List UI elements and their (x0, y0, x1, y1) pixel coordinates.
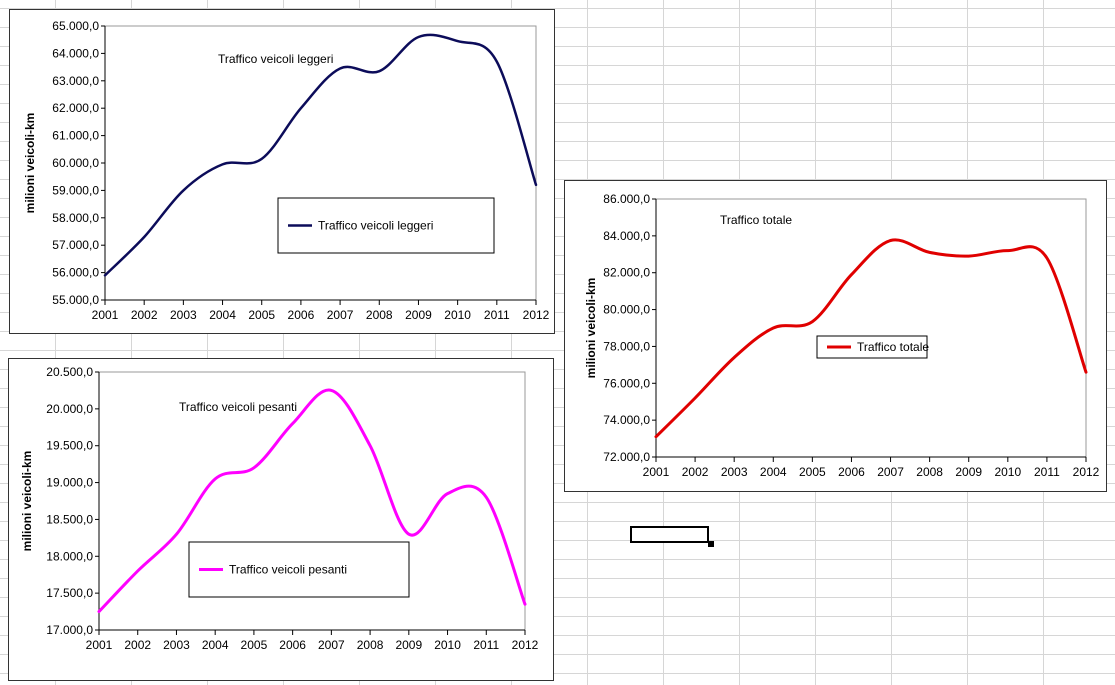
x-tick-label: 2012 (1073, 465, 1100, 479)
y-tick-label: 20.500,0 (46, 365, 93, 379)
x-tick-label: 2003 (721, 465, 748, 479)
chart-title: Traffico veicoli leggeri (218, 52, 333, 66)
legend-label: Traffico veicoli pesanti (229, 563, 347, 577)
y-tick-label: 78.000,0 (603, 339, 650, 353)
x-tick-label: 2005 (241, 638, 268, 652)
y-axis-label: milioni veicoli-km (584, 278, 598, 379)
y-tick-label: 74.000,0 (603, 413, 650, 427)
x-tick-label: 2010 (434, 638, 461, 652)
y-tick-label: 60.000,0 (52, 156, 99, 170)
y-tick-label: 62.000,0 (52, 101, 99, 115)
y-tick-label: 86.000,0 (603, 192, 650, 206)
x-tick-label: 2006 (279, 638, 306, 652)
y-tick-label: 58.000,0 (52, 211, 99, 225)
chart-pesanti[interactable]: 17.000,0 17.500,0 18.000,0 18.500,0 19.000,0… (8, 358, 554, 681)
x-tick-label: 2005 (248, 308, 275, 322)
x-tick-label: 2004 (209, 308, 236, 322)
x-tick-label: 2012 (512, 638, 539, 652)
y-tick-label: 55.000,0 (52, 293, 99, 307)
x-tick-label: 2011 (484, 308, 510, 322)
y-axis-label: milioni veicoli-km (23, 113, 37, 214)
y-tick-label: 64.000,0 (52, 46, 99, 60)
fill-handle[interactable] (708, 541, 714, 547)
x-tick-label: 2002 (682, 465, 709, 479)
x-tick-label: 2004 (202, 638, 229, 652)
y-tick-label: 82.000,0 (603, 266, 650, 280)
y-tick-label: 17.500,0 (46, 586, 93, 600)
x-tick-label: 2008 (916, 465, 943, 479)
y-tick-label: 18.000,0 (46, 549, 93, 563)
x-tick-label: 2006 (288, 308, 315, 322)
legend-box (816, 335, 928, 359)
x-tick-label: 2010 (444, 308, 471, 322)
chart-leggeri-svg: 55.000,0 56.000,0 57.000,0 58.000,0 59.000,0… (23, 19, 550, 322)
y-tick-label: 84.000,0 (603, 229, 650, 243)
y-tick-label: 65.000,0 (52, 19, 99, 33)
y-tick-label: 17.000,0 (46, 623, 93, 637)
legend-label: Traffico veicoli leggeri (318, 219, 433, 233)
x-tick-label: 2004 (760, 465, 787, 479)
chart-pesanti-svg: 17.000,0 17.500,0 18.000,0 18.500,0 19.000,0… (20, 365, 539, 652)
x-tick-label: 2008 (366, 308, 393, 322)
x-tick-label: 2001 (92, 308, 119, 322)
y-tick-label: 72.000,0 (603, 450, 650, 464)
y-tick-label: 19.000,0 (46, 476, 93, 490)
x-tick-label: 2011 (473, 638, 499, 652)
plot-area (104, 25, 537, 301)
x-tick-label: 2008 (357, 638, 384, 652)
x-tick-label: 2009 (395, 638, 422, 652)
legend-box (188, 541, 410, 598)
y-tick-label: 18.500,0 (46, 512, 93, 526)
chart-title: Traffico veicoli pesanti (179, 400, 297, 414)
chart-totale[interactable]: 72.000,0 74.000,0 76.000,0 78.000,0 80.000,0… (564, 180, 1107, 492)
x-tick-label: 2006 (838, 465, 865, 479)
x-tick-label: 2009 (405, 308, 432, 322)
y-tick-label: 76.000,0 (603, 376, 650, 390)
y-tick-label: 20.000,0 (46, 402, 93, 416)
x-tick-label: 2007 (877, 465, 904, 479)
x-tick-label: 2003 (170, 308, 197, 322)
x-tick-label: 2009 (955, 465, 982, 479)
y-tick-label: 57.000,0 (52, 238, 99, 252)
y-tick-label: 80.000,0 (603, 303, 650, 317)
y-tick-label: 59.000,0 (52, 183, 99, 197)
x-tick-label: 2002 (131, 308, 158, 322)
x-tick-label: 2005 (799, 465, 826, 479)
legend-label: Traffico totale (857, 340, 929, 354)
x-tick-label: 2010 (994, 465, 1021, 479)
chart-title: Traffico totale (720, 213, 792, 227)
x-tick-label: 2007 (327, 308, 354, 322)
y-axis-label: milioni veicoli-km (20, 451, 34, 552)
x-tick-label: 2003 (163, 638, 190, 652)
selected-cell[interactable] (630, 526, 709, 543)
y-tick-label: 63.000,0 (52, 74, 99, 88)
y-tick-label: 56.000,0 (52, 266, 99, 280)
plot-area (655, 198, 1087, 458)
y-tick-label: 19.500,0 (46, 439, 93, 453)
chart-leggeri[interactable]: 55.000,0 56.000,0 57.000,0 58.000,0 59.000,0… (9, 9, 555, 334)
y-tick-label: 61.000,0 (52, 129, 99, 143)
x-tick-label: 2002 (124, 638, 151, 652)
x-tick-label: 2007 (318, 638, 345, 652)
x-tick-label: 2012 (523, 308, 550, 322)
x-tick-label: 2011 (1034, 465, 1060, 479)
x-tick-label: 2001 (86, 638, 113, 652)
chart-totale-svg: 72.000,0 74.000,0 76.000,0 78.000,0 80.000,0… (584, 192, 1100, 479)
x-tick-label: 2001 (643, 465, 670, 479)
legend-box (277, 197, 495, 254)
